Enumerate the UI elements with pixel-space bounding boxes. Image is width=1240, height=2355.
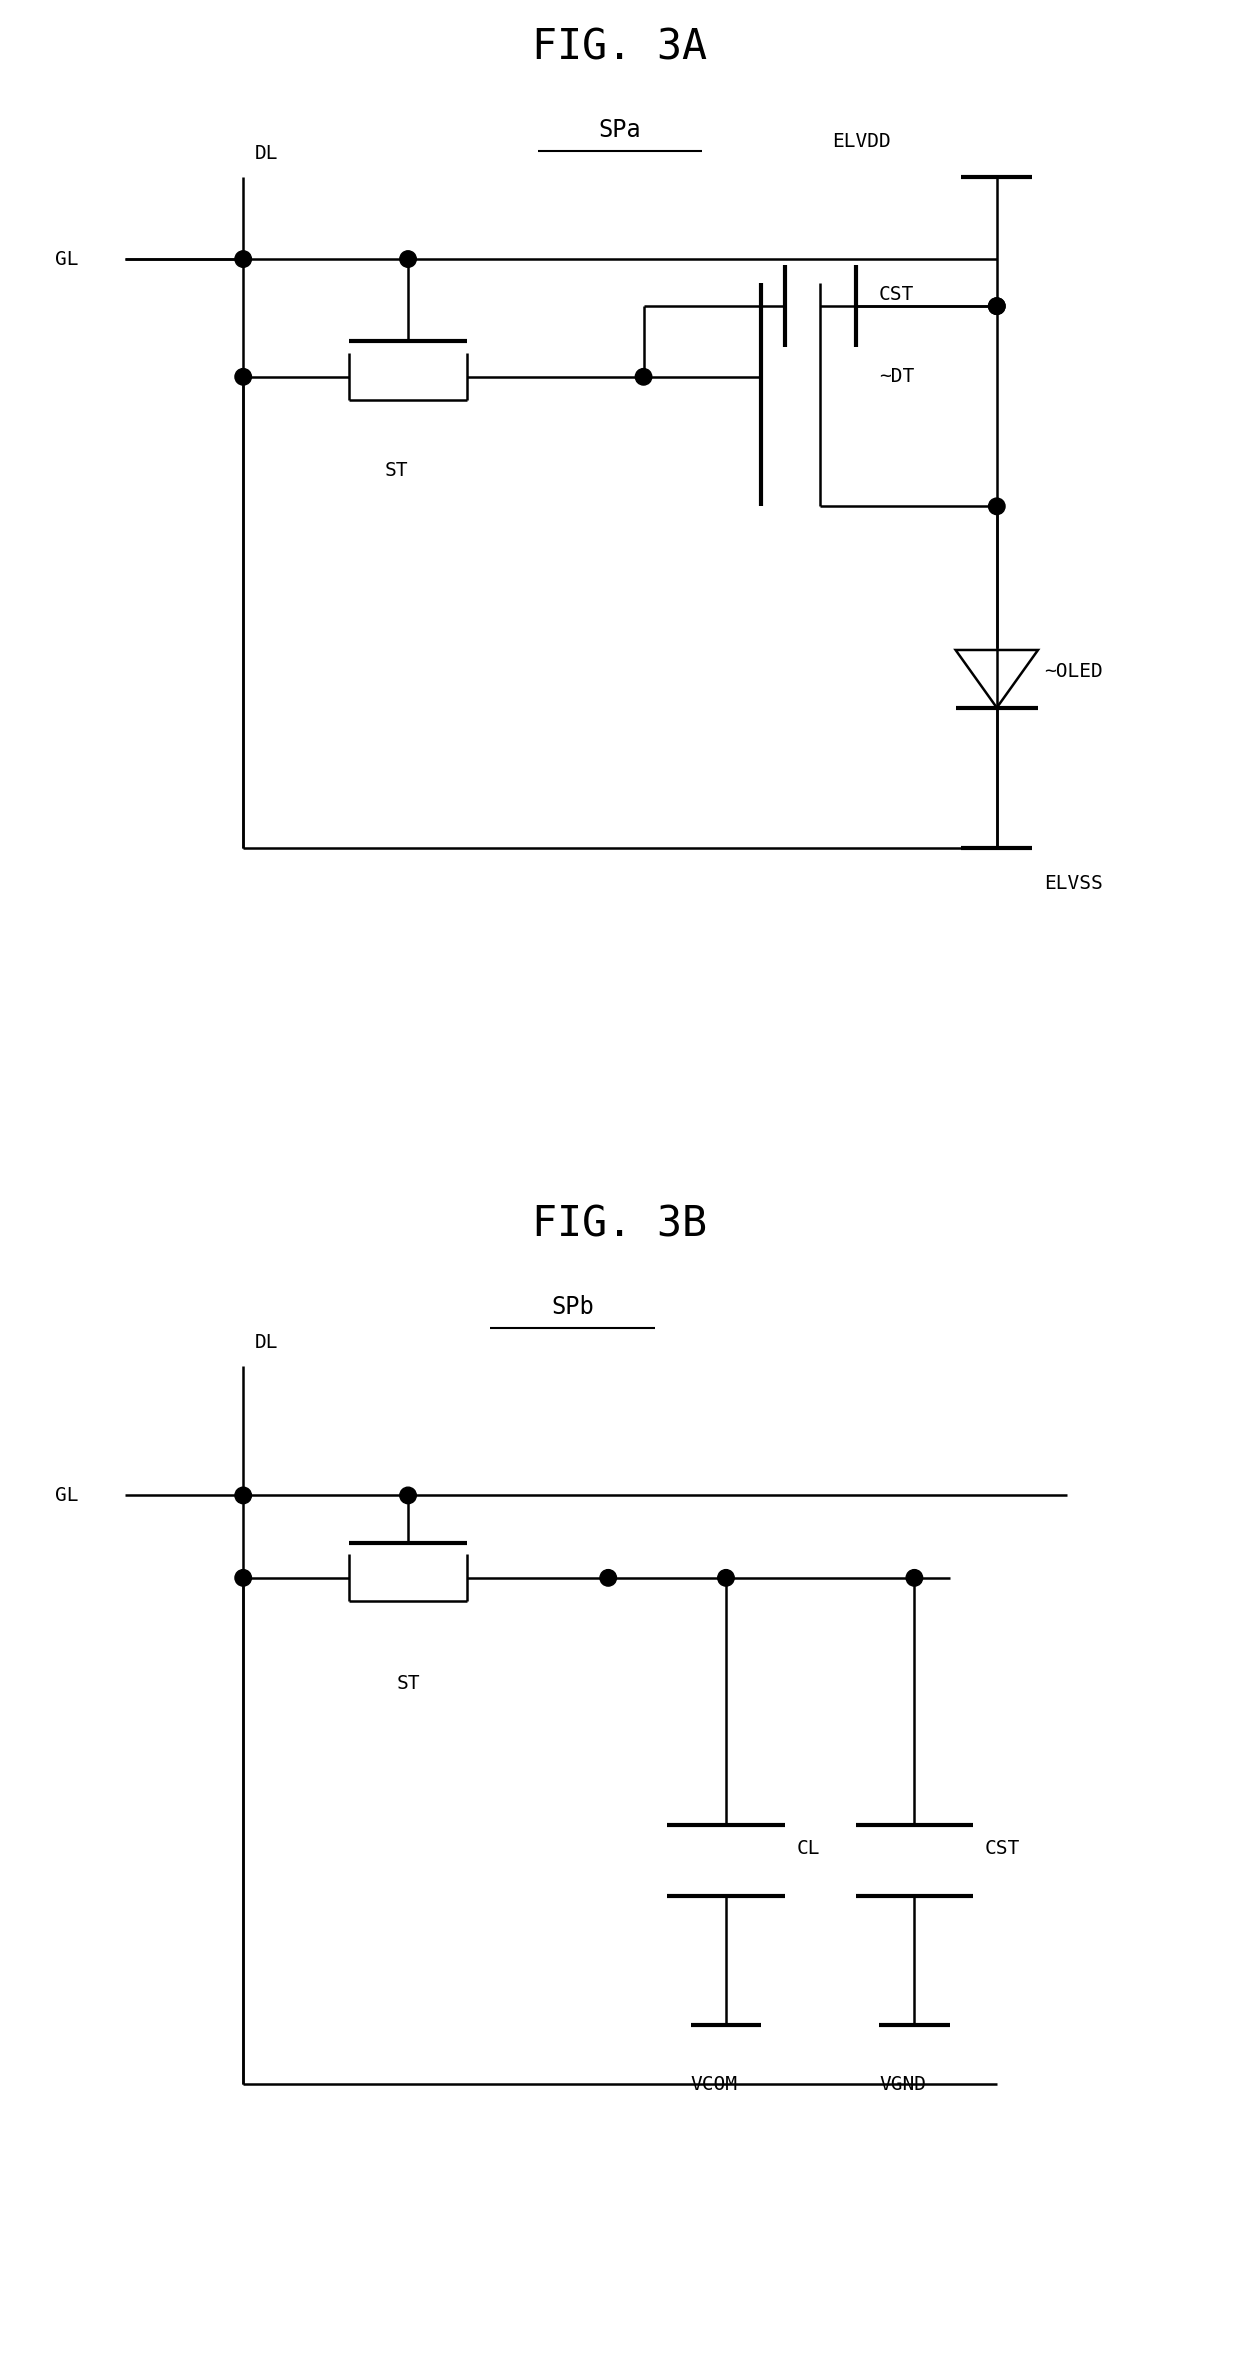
Text: GL: GL: [55, 250, 78, 268]
Circle shape: [906, 1571, 923, 1587]
Circle shape: [234, 252, 252, 266]
Text: CL: CL: [796, 1839, 820, 1858]
Text: ~DT: ~DT: [879, 367, 914, 386]
Text: DL: DL: [255, 144, 279, 162]
Circle shape: [600, 1571, 616, 1587]
Text: ELVSS: ELVSS: [1044, 874, 1102, 893]
Circle shape: [988, 299, 1006, 316]
Text: ~OLED: ~OLED: [1044, 662, 1102, 681]
Circle shape: [399, 252, 417, 266]
Circle shape: [635, 367, 652, 384]
Text: FIG. 3A: FIG. 3A: [532, 26, 708, 68]
Text: FIG. 3B: FIG. 3B: [532, 1203, 708, 1246]
Circle shape: [988, 497, 1006, 513]
Text: DL: DL: [255, 1333, 279, 1352]
Text: ST: ST: [397, 1674, 420, 1693]
Text: SPa: SPa: [599, 118, 641, 141]
Text: GL: GL: [55, 1486, 78, 1505]
Text: ELVDD: ELVDD: [832, 132, 890, 151]
Text: VCOM: VCOM: [691, 2075, 738, 2094]
Text: CST: CST: [879, 285, 914, 304]
Circle shape: [988, 299, 1006, 316]
Circle shape: [399, 1488, 417, 1505]
Text: VGND: VGND: [879, 2075, 926, 2094]
Text: SPb: SPb: [552, 1295, 594, 1319]
Text: ST: ST: [384, 462, 408, 480]
Text: CST: CST: [985, 1839, 1021, 1858]
Circle shape: [234, 1571, 252, 1587]
Circle shape: [234, 1488, 252, 1505]
Circle shape: [234, 367, 252, 384]
Circle shape: [718, 1571, 734, 1587]
